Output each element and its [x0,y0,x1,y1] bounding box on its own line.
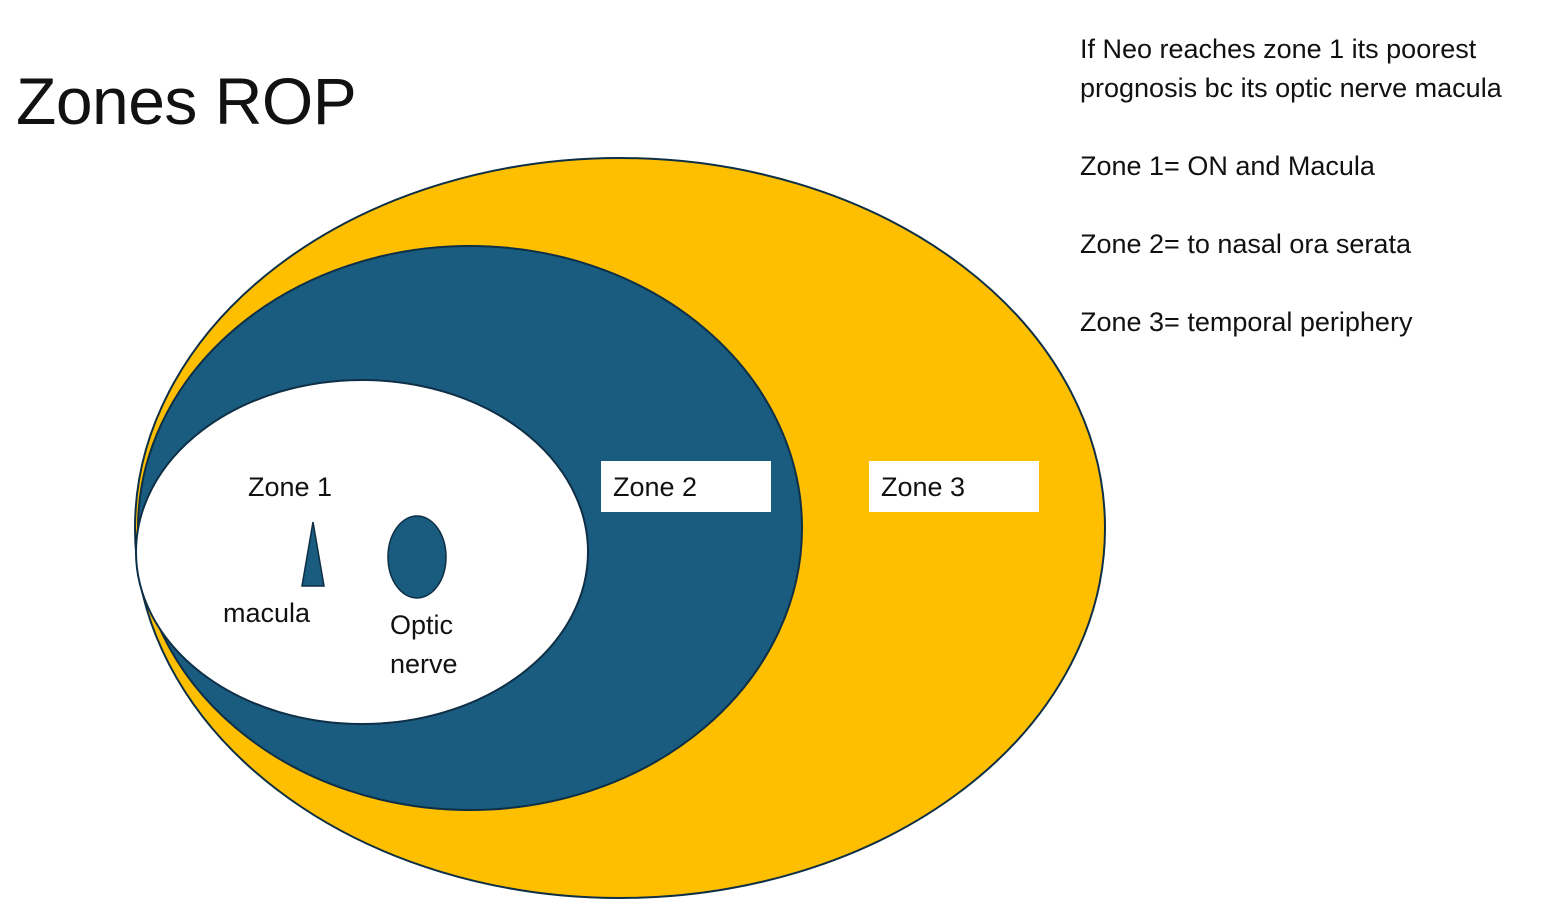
macula-label: macula [223,598,311,628]
zone3-definition: Zone 3= temporal periphery [1080,307,1413,337]
optic-nerve-shape [387,515,447,599]
prognosis-note: If Neo reaches zone 1 its poorest progno… [1080,34,1502,103]
zone2-definition: Zone 2= to nasal ora serata [1080,229,1411,259]
zone2-label-box [601,461,771,512]
optic-nerve-label-line1: Optic [390,610,453,640]
macula-shape [301,521,325,587]
zone2-label: Zone 2 [613,472,697,502]
slide-title: Zones ROP [16,64,357,138]
zone1-label: Zone 1 [248,472,332,502]
zone3-label: Zone 3 [881,472,965,502]
zone3-label-box [869,461,1039,512]
notes-panel: If Neo reaches zone 1 its poorest progno… [1080,30,1550,381]
optic-nerve-label-line2: nerve [390,649,458,679]
zone1-definition: Zone 1= ON and Macula [1080,151,1375,181]
zone1-region [135,379,589,725]
